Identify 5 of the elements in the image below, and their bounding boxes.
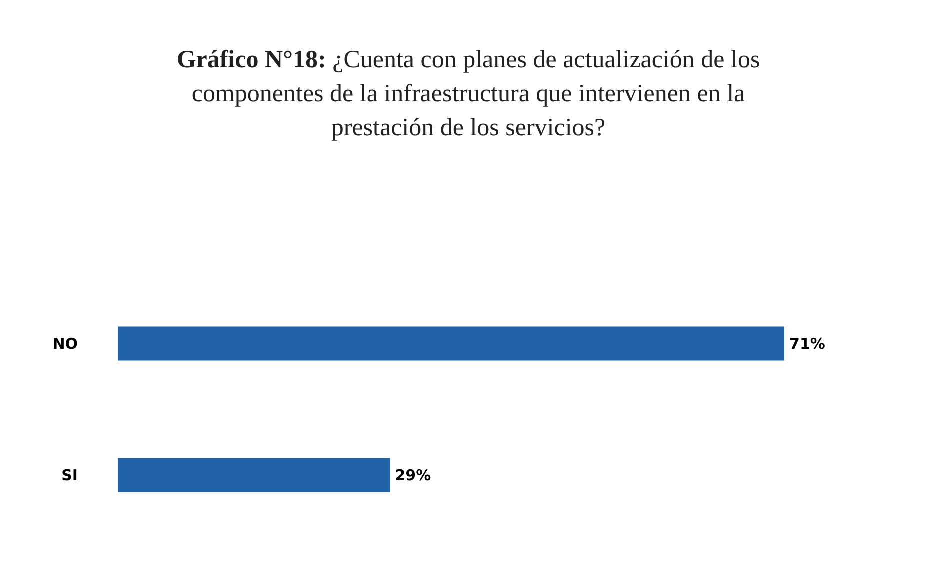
data-label: 29% [395,466,432,484]
data-label: 71% [790,334,826,353]
chart-title: Gráfico N°18: ¿Cuenta con planes de actualización de los componentes de la infraestructura que intervienen en la prestación de los servicios? [176,46,760,142]
y-tick-label: NO [52,334,78,353]
y-tick-label: SI [62,466,78,484]
